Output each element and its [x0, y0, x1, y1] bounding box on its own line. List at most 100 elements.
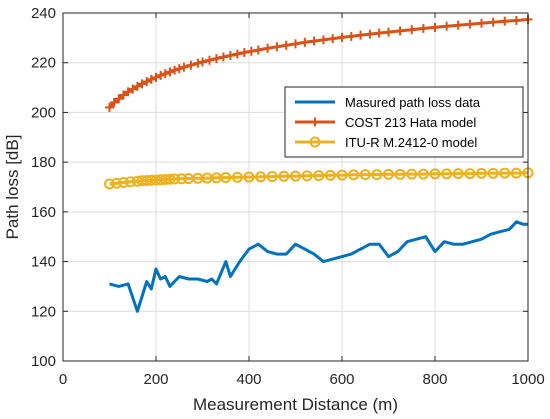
- y-tick-label: 160: [31, 204, 56, 221]
- legend-label: Masured path loss data: [345, 95, 481, 110]
- data-point: [263, 43, 273, 53]
- data-point: [318, 35, 328, 45]
- legend: Masured path loss data COST 213 Hata mode…: [284, 86, 524, 158]
- legend-entry: Masured path loss data: [295, 95, 481, 110]
- data-point: [395, 26, 405, 36]
- y-tick-label: 100: [31, 353, 56, 370]
- data-point: [337, 32, 347, 42]
- data-point: [142, 77, 152, 87]
- data-point: [371, 169, 383, 181]
- data-point: [146, 74, 156, 84]
- data-point: [417, 168, 429, 180]
- data-point: [128, 84, 138, 94]
- data-point: [109, 97, 119, 107]
- data-point: [137, 79, 147, 89]
- legend-marker: [310, 117, 320, 127]
- x-tick-label: 600: [329, 371, 354, 388]
- data-point: [104, 178, 115, 190]
- data-point: [225, 51, 235, 61]
- data-point: [374, 28, 384, 38]
- data-point: [510, 167, 522, 179]
- data-point: [170, 65, 180, 75]
- y-tick-label: 220: [31, 55, 56, 72]
- data-point: [220, 172, 232, 184]
- data-point: [309, 36, 319, 46]
- data-point: [429, 168, 441, 180]
- legend-entry: ITU-R M.2412-0 model: [295, 135, 477, 150]
- y-tick-label: 180: [31, 154, 56, 171]
- data-point: [324, 169, 336, 181]
- data-point: [232, 49, 242, 59]
- data-point: [156, 70, 166, 80]
- data-point: [124, 176, 136, 188]
- data-point: [499, 167, 511, 179]
- legend-entry: COST 213 Hata model: [295, 115, 476, 130]
- data-point: [453, 20, 463, 30]
- data-point: [477, 18, 486, 28]
- data-point: [179, 62, 189, 72]
- data-point: [132, 81, 142, 91]
- data-point: [465, 19, 475, 29]
- data-point: [218, 52, 228, 62]
- series-itu-r-m-2412-0-model: [104, 167, 534, 190]
- data-point: [442, 21, 452, 31]
- data-point: [313, 170, 325, 182]
- data-point: [114, 94, 124, 104]
- data-point: [151, 72, 161, 82]
- series-cost-213-hata-model: [105, 14, 533, 112]
- data-point: [394, 168, 406, 180]
- y-tick-label: 140: [31, 254, 56, 271]
- data-point: [452, 168, 464, 180]
- data-point: [160, 69, 170, 79]
- data-point: [204, 55, 214, 65]
- data-point: [464, 168, 476, 180]
- data-point: [272, 42, 282, 52]
- data-point: [384, 27, 393, 37]
- x-tick-label: 400: [236, 371, 261, 388]
- data-point: [165, 67, 175, 77]
- data-point: [328, 34, 338, 44]
- data-point: [487, 167, 499, 179]
- data-point: [105, 102, 114, 112]
- data-point: [356, 30, 366, 40]
- y-tick-label: 200: [31, 104, 56, 121]
- y-tick-label: 240: [31, 5, 56, 22]
- legend-label: COST 213 Hata model: [345, 115, 476, 130]
- data-point: [198, 57, 207, 67]
- data-point: [300, 37, 310, 47]
- data-point: [266, 171, 278, 183]
- data-point: [211, 53, 221, 63]
- data-point: [118, 90, 128, 100]
- data-point: [359, 169, 371, 181]
- data-point: [418, 23, 428, 33]
- plot-area: [63, 13, 528, 361]
- data-point: [278, 170, 290, 182]
- data-point: [407, 25, 417, 35]
- data-point: [500, 16, 510, 26]
- series-layer: [104, 14, 534, 313]
- data-point: [476, 167, 487, 179]
- data-point: [123, 87, 133, 97]
- data-point: [348, 169, 360, 181]
- data-point: [193, 58, 203, 68]
- series-masured-path-loss-data: [109, 220, 528, 313]
- data-point: [239, 48, 249, 58]
- data-point: [291, 39, 300, 49]
- legend-marker: [309, 136, 321, 148]
- x-tick-label: 200: [143, 371, 168, 388]
- series-line: [109, 220, 528, 313]
- x-tick-label: 1000: [511, 371, 544, 388]
- data-point: [336, 169, 348, 181]
- data-point: [117, 177, 129, 189]
- data-point: [301, 170, 313, 182]
- data-point: [511, 15, 521, 25]
- legend-label: ITU-R M.2412-0 model: [345, 135, 477, 150]
- data-point: [255, 171, 267, 183]
- data-point: [169, 173, 181, 185]
- data-point: [110, 177, 122, 189]
- data-point: [290, 170, 301, 182]
- data-point: [488, 17, 498, 27]
- data-point: [174, 64, 184, 74]
- data-point: [441, 168, 453, 180]
